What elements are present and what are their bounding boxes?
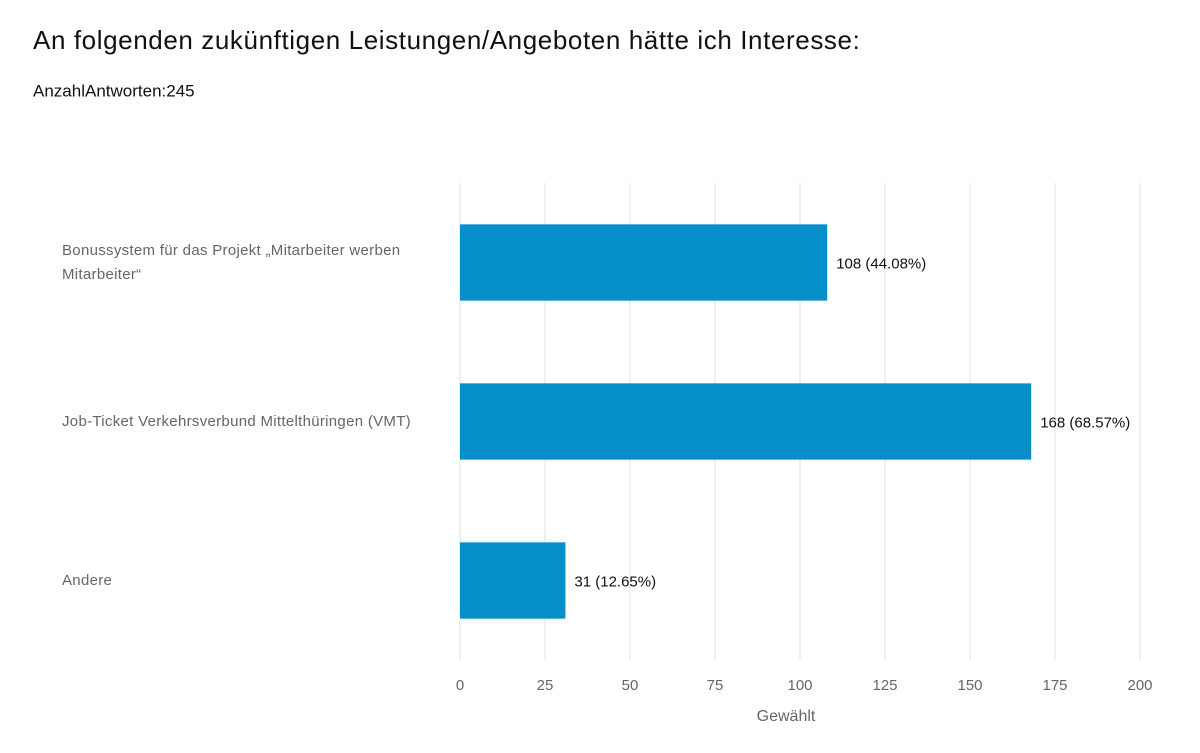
y-tick-label: Andere	[62, 571, 113, 589]
y-tick-label: Bonussystem für das Projekt „Mitarbeiter…	[62, 241, 401, 283]
x-tick-label: 150	[957, 677, 982, 694]
x-tick-label: 75	[707, 677, 724, 694]
data-label: 168 (68.57%)	[1040, 414, 1130, 431]
x-tick-label: 50	[622, 677, 639, 694]
x-tick-label: 175	[1042, 677, 1067, 694]
bar	[460, 383, 1032, 460]
x-axis-label: Gewählt	[757, 708, 816, 725]
bar	[460, 542, 566, 619]
x-tick-label: 125	[872, 677, 897, 694]
bar	[460, 224, 828, 301]
data-label: 31 (12.65%)	[574, 573, 656, 590]
x-tick-label: 25	[537, 677, 554, 694]
x-tick-label: 0	[456, 677, 464, 694]
data-label: 108 (44.08%)	[836, 255, 926, 272]
chart-subtitle: AnzahlAntworten:245	[33, 81, 195, 100]
y-tick-label: Job-Ticket Verkehrsverbund Mittelthüring…	[62, 412, 411, 430]
chart-title: An folgenden zukünftigen Leistungen/Ange…	[33, 25, 860, 55]
x-tick-label: 200	[1127, 677, 1152, 694]
x-tick-label: 100	[787, 677, 812, 694]
